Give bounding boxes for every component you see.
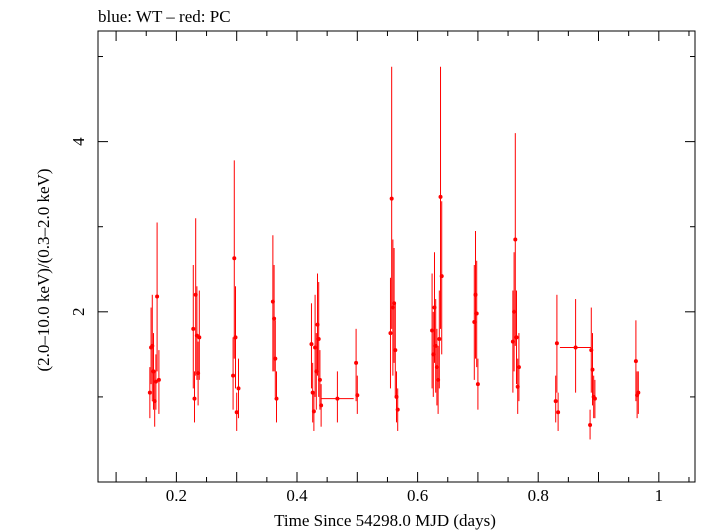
data-point (554, 341, 559, 346)
x-tick-label: 1 (655, 486, 664, 505)
data-point (156, 377, 161, 382)
data-point (475, 382, 480, 387)
y-tick-label: 4 (69, 137, 88, 146)
data-point (236, 386, 241, 391)
data-point (393, 348, 398, 353)
data-point (573, 345, 578, 350)
data-point (553, 399, 558, 404)
data-point (438, 194, 443, 199)
x-tick-label: 0.4 (286, 486, 308, 505)
data-point (335, 396, 340, 401)
data-point (590, 367, 595, 372)
data-point (636, 390, 641, 395)
x-tick-label: 0.6 (407, 486, 428, 505)
data-point (234, 410, 239, 415)
data-point (231, 373, 236, 378)
data-point (514, 335, 519, 340)
data-point (273, 356, 278, 361)
y-axis-label: (2.0–10.0 keV)/(0.3–2.0 keV) (34, 168, 53, 371)
data-point (439, 274, 444, 279)
data-point (633, 359, 638, 364)
data-point (272, 316, 277, 321)
data-point (388, 331, 393, 336)
x-axis-label: Time Since 54298.0 MJD (days) (274, 511, 496, 530)
data-point (354, 360, 359, 365)
data-point (316, 337, 321, 342)
data-point (355, 393, 360, 398)
data-point (232, 256, 237, 261)
data-point (153, 379, 158, 384)
data-point (317, 377, 322, 382)
data-point (592, 396, 597, 401)
data-point (233, 335, 238, 340)
y-tick-label: 2 (69, 308, 88, 317)
data-point (516, 365, 521, 370)
data-point (556, 410, 561, 415)
x-tick-label: 0.8 (528, 486, 549, 505)
data-point (197, 335, 202, 340)
data-point (309, 342, 314, 347)
chart-title: blue: WT – red: PC (98, 7, 231, 26)
data-point (147, 390, 152, 395)
data-point (192, 396, 197, 401)
axis-ticks (98, 31, 695, 482)
plot-frame (97, 30, 696, 483)
data-point (155, 294, 160, 299)
data-point (437, 337, 442, 342)
data-point (588, 422, 593, 427)
data-point (474, 311, 479, 316)
data-point (191, 326, 196, 331)
data-point (395, 407, 400, 412)
data-point (311, 409, 316, 414)
data-point (319, 403, 324, 408)
data-marks (147, 66, 641, 440)
data-point (274, 396, 279, 401)
axis-tick-labels: 0.2 0.4 0.6 0.8 1 2 4 (69, 137, 663, 505)
data-point (513, 237, 518, 242)
x-tick-label: 0.2 (166, 486, 187, 505)
data-point (389, 196, 394, 201)
